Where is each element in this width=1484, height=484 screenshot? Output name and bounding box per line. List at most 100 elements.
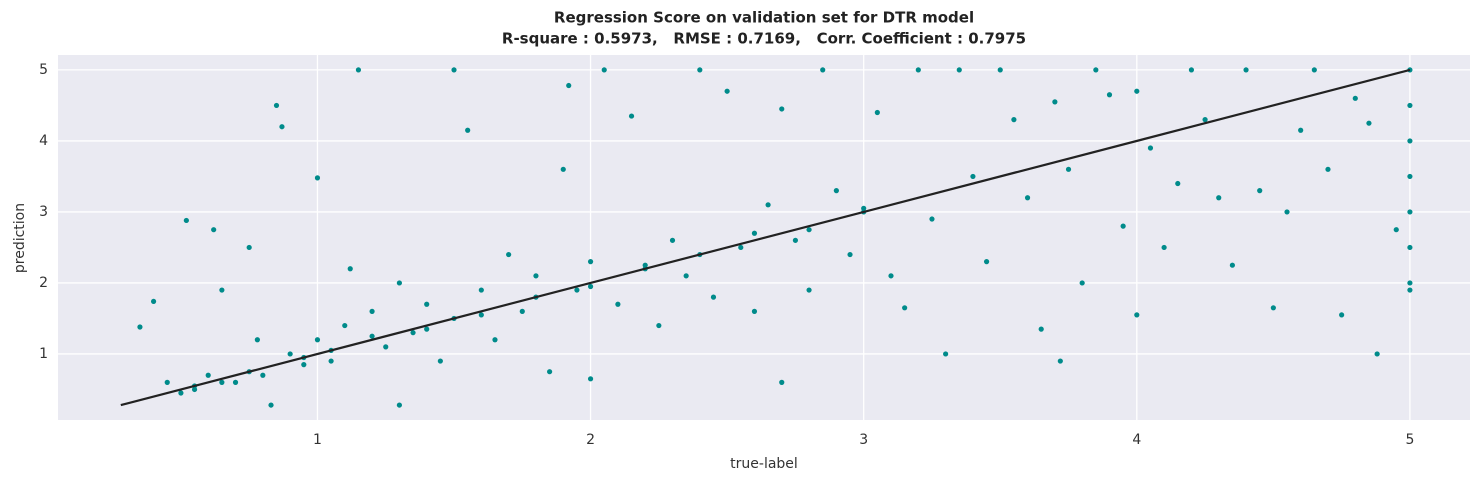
scatter-point [1393,227,1399,233]
scatter-point [279,124,285,130]
scatter-point [205,372,211,378]
scatter-point [710,294,717,300]
scatter-point [383,344,389,350]
scatter-point [874,109,880,116]
scatter-point [1216,195,1222,201]
scatter-point [1407,287,1413,293]
scatter-point [1093,67,1099,73]
scatter-point [1407,102,1413,109]
scatter-point [587,376,594,382]
scatter-point [424,301,430,307]
scatter-point [533,273,539,279]
scatter-point [587,283,594,290]
scatter-point [1243,67,1249,73]
scatter-point [219,379,225,385]
scatter-point [970,173,976,180]
scatter-point [268,402,274,408]
scatter-point [314,175,321,181]
x-tick-label: 5 [1405,432,1414,448]
scatter-point [355,67,362,73]
y-tick-label: 5 [39,62,48,78]
scatter-point [314,337,321,343]
scatter-point [765,202,771,208]
scatter-point [1352,95,1358,101]
scatter-point [1188,67,1195,73]
scatter-point [246,244,252,251]
scatter-point [369,308,375,314]
scatter-point [1366,120,1372,126]
y-tick-label: 2 [39,275,48,291]
scatter-point [478,287,484,293]
scatter-point [560,166,566,172]
scatter-point [1202,117,1208,123]
scatter-point [396,402,402,408]
scatter-point [1325,166,1331,172]
scatter-point [779,106,785,112]
scatter-point [1407,244,1413,251]
chart-subtitle: R-square : 0.5973, RMSE : 0.7169, Corr. … [502,30,1026,48]
scatter-point [806,287,812,293]
scatter-point [465,127,471,133]
x-tick-label: 2 [586,432,595,448]
fit-line [120,68,1411,407]
scatter-point [137,324,143,330]
y-axis-label: prediction [12,203,28,273]
scatter-point [566,82,572,89]
scatter-point [506,251,512,258]
scatter-point [492,337,498,343]
scatter-point [587,259,594,265]
scatter-point [1079,280,1085,286]
scatter-point [301,362,307,368]
scatter-point [287,351,293,357]
scatter-point [183,217,189,224]
scatter-point [260,372,266,378]
scatter-point [751,308,758,314]
scatter-point [219,287,225,293]
x-axis-label: true-label [730,456,798,472]
scatter-point [929,216,935,222]
scatter-point [1134,312,1140,318]
scatter-point [1161,244,1167,251]
scatter-point [779,379,785,385]
scatter-point [178,390,184,396]
x-tick-label: 3 [859,432,868,448]
scatter-point [232,379,239,385]
scatter-point [751,230,758,236]
scatter-point [915,67,921,73]
scatter-point [792,237,799,243]
scatter-point [1038,326,1044,332]
scatter-point [1270,305,1276,311]
scatter-point [1120,223,1126,229]
scatter-point [1339,312,1345,318]
scatter-point [396,280,402,286]
scatter-point [150,298,157,305]
scatter-point [1407,173,1413,180]
scatter-point [342,322,348,329]
scatter-point [724,88,730,94]
scatter-point [997,67,1003,73]
scatter-point [547,369,553,375]
scatter-point [410,330,416,336]
y-tick-label: 1 [39,346,48,362]
scatter-point [1407,138,1413,144]
scatter-point [1052,99,1058,105]
scatter-point [369,333,375,339]
scatter-point [1298,127,1304,133]
scatter-point [1284,209,1290,215]
scatter-point [273,102,280,109]
chart-title: Regression Score on validation set for D… [554,9,974,27]
scatter-point [642,262,648,268]
scatter-point [683,273,689,279]
scatter-point [956,67,962,73]
scatter-point [820,67,826,73]
scatter-point [601,67,607,73]
scatter-point [1024,195,1031,201]
scatter-point [983,259,990,265]
scatter-point [1134,88,1140,94]
scatter-point [861,205,867,211]
y-tick-label: 3 [39,204,48,220]
y-tick-label: 4 [39,133,48,149]
scatter-point [1147,145,1154,151]
